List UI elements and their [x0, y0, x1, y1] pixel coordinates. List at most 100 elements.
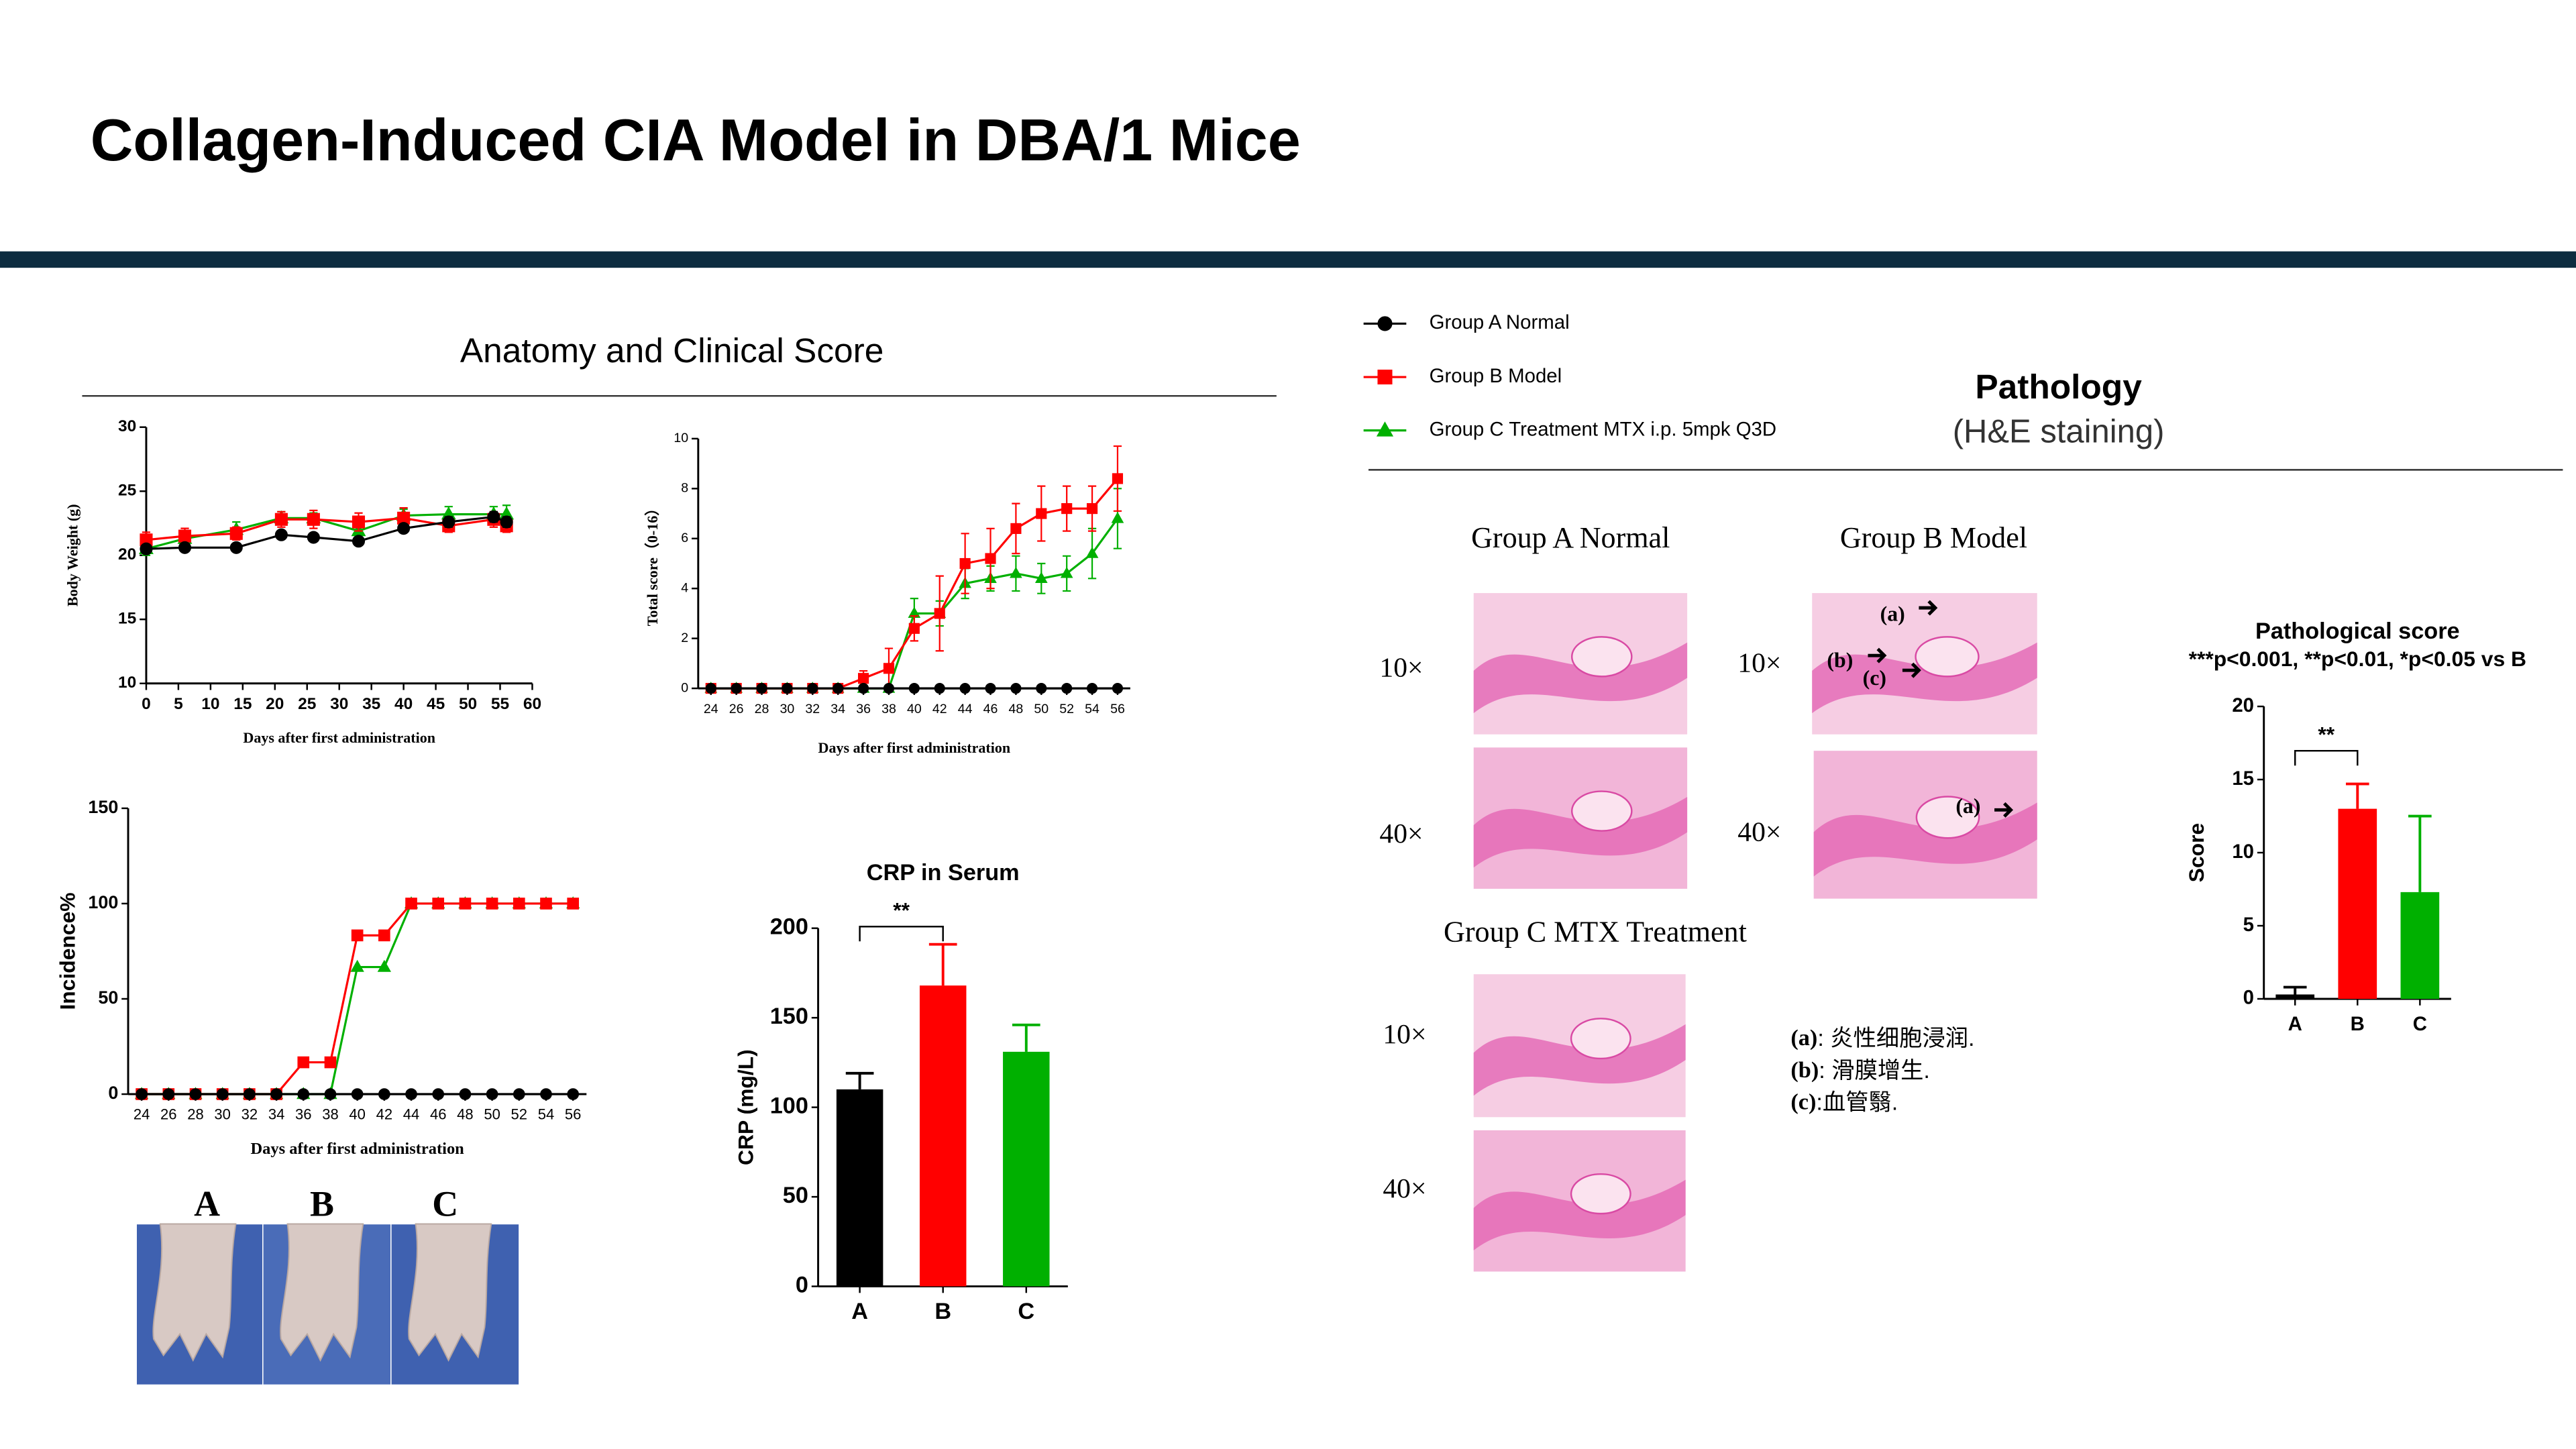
image-marker: (a) [1955, 794, 1980, 818]
x-tick-label: 0 [142, 695, 151, 713]
image-marker: (b) [1827, 648, 1853, 672]
section-title: Anatomy and Clinical Score [460, 331, 883, 370]
legend-label: Group B Model [1430, 365, 1562, 387]
arrow [1868, 647, 1887, 663]
y-tick-label: 6 [681, 531, 688, 545]
marker [934, 683, 945, 694]
marker [324, 1088, 337, 1100]
y-tick-label: 0 [796, 1273, 808, 1298]
x-tick-label: A [2288, 1013, 2302, 1035]
paw [408, 1223, 492, 1362]
y-tick-label: 8 [681, 480, 688, 495]
x-tick-label: 28 [187, 1106, 204, 1123]
marker [405, 1088, 417, 1100]
x-tick-label: 15 [233, 695, 252, 713]
marker [244, 1088, 256, 1100]
marker [1010, 566, 1022, 578]
x-tick-label: 35 [362, 695, 380, 713]
marker [274, 513, 288, 526]
y-tick-label: 30 [118, 417, 136, 435]
x-tick-label: 40 [394, 695, 413, 713]
marker [1061, 503, 1073, 515]
x-tick-label: 32 [805, 702, 820, 716]
chart-subtitle: ***p<0.001, **p<0.01, *p<0.05 vs B [2189, 647, 2526, 671]
legend-marker [1377, 370, 1393, 385]
x-tick-label: 34 [830, 702, 845, 716]
marker [229, 541, 243, 554]
series-line [710, 478, 1119, 690]
x-axis-label: Days after first administration [243, 729, 435, 746]
x-tick-label: C [1018, 1299, 1034, 1324]
marker [858, 683, 869, 694]
marker [1112, 473, 1124, 484]
error-bar [2345, 782, 2369, 809]
slide-title: Collagen-Induced CIA Model in DBA/1 Mice [91, 107, 1301, 173]
error-bar [1012, 1023, 1040, 1052]
marker [229, 527, 243, 540]
marker [908, 683, 920, 694]
marker [1086, 683, 1098, 694]
y-axis-label: Incidence% [55, 892, 79, 1010]
y-tick-label: 10 [674, 431, 688, 445]
y-tick-label: 15 [118, 610, 136, 628]
x-tick-label: 20 [266, 695, 284, 713]
note: (b): 滑膜增生. [1790, 1057, 1930, 1083]
x-tick-label: 54 [538, 1106, 555, 1123]
y-tick-label: 50 [783, 1183, 808, 1208]
arrow [1919, 600, 1938, 616]
x-tick-label: C [2413, 1013, 2427, 1035]
image-marker: (c) [1863, 666, 1886, 690]
marker [140, 542, 153, 555]
x-tick-label: 28 [755, 702, 769, 716]
marker [459, 1088, 472, 1100]
x-tick-label: 56 [1110, 702, 1125, 716]
tissue [1473, 1179, 1686, 1250]
marker [1036, 683, 1047, 694]
magnification: 40× [1383, 1173, 1426, 1204]
marker [189, 1088, 202, 1100]
magnification: 40× [1737, 817, 1781, 848]
x-tick-label: B [934, 1299, 951, 1324]
marker [959, 683, 971, 694]
x-tick-label: 24 [704, 702, 718, 716]
bar [1003, 1051, 1050, 1287]
y-tick-label: 10 [118, 674, 136, 692]
marker [1010, 683, 1022, 694]
x-tick-label: 40 [907, 702, 922, 716]
note-key: (b) [1790, 1057, 1819, 1083]
marker [1060, 566, 1073, 578]
tissue [1570, 1018, 1631, 1060]
marker [377, 959, 391, 972]
y-axis-label: Score [2184, 823, 2208, 882]
marker [513, 1088, 525, 1100]
note-key: (a) [1790, 1025, 1817, 1051]
x-tick-label: 10 [201, 695, 219, 713]
error-bar [928, 943, 957, 986]
marker [351, 1088, 364, 1100]
error-bar [845, 1071, 874, 1089]
marker [1034, 572, 1048, 583]
marker [500, 515, 513, 529]
legend-label: Group A Normal [1430, 311, 1570, 333]
x-tick-label: 5 [174, 695, 183, 713]
section-subtitle: (H&E staining) [1953, 413, 2165, 449]
image-marker: (a) [1880, 602, 1905, 626]
bar [2275, 994, 2315, 999]
x-tick-label: 34 [268, 1106, 285, 1123]
marker [405, 898, 417, 910]
marker [216, 1088, 229, 1100]
tissue [1812, 642, 2037, 714]
marker [307, 513, 320, 526]
marker [1085, 547, 1099, 558]
x-tick-label: 52 [511, 1106, 528, 1123]
photo-label: C [432, 1183, 458, 1224]
x-tick-label: 50 [1034, 702, 1049, 716]
x-tick-label: A [851, 1299, 868, 1324]
tissue [1570, 1173, 1631, 1215]
marker [908, 623, 920, 634]
error-bar [2283, 985, 2307, 995]
photo-label: A [194, 1183, 220, 1224]
magnification: 10× [1379, 653, 1423, 684]
x-tick-label: 32 [241, 1106, 258, 1123]
marker [432, 1088, 445, 1100]
